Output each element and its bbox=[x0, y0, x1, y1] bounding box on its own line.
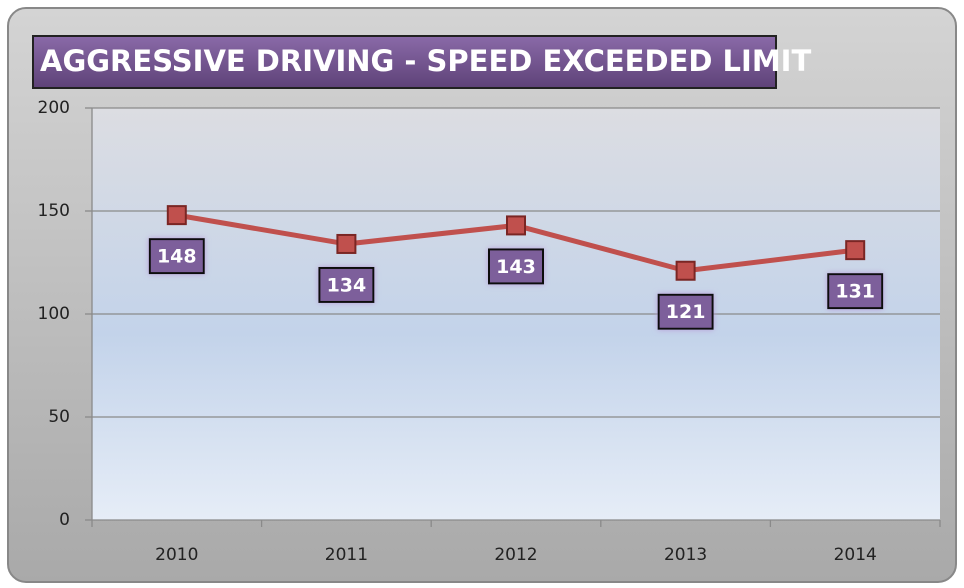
x-tick-label: 2011 bbox=[325, 545, 368, 565]
data-label: 134 bbox=[327, 274, 367, 296]
marker bbox=[845, 240, 866, 261]
data-label-box bbox=[827, 273, 884, 310]
data-label: 121 bbox=[666, 301, 706, 323]
data-label: 131 bbox=[835, 281, 875, 303]
data-label-box bbox=[488, 248, 544, 285]
x-tick-label: 2012 bbox=[494, 545, 537, 565]
x-tick-label: 2013 bbox=[664, 545, 707, 565]
y-tick-label: 0 bbox=[59, 510, 70, 530]
chart-title: AGGRESSIVE DRIVING - SPEED EXCEEDED LIMI… bbox=[40, 44, 811, 78]
data-label-box bbox=[148, 238, 205, 275]
plot: 0 50 100 150 200 2010 2011 2012 2013 2014 148 134 14… bbox=[38, 98, 941, 565]
data-label-box bbox=[318, 266, 375, 303]
y-tick-label: 200 bbox=[38, 98, 70, 118]
y-tick-label: 100 bbox=[38, 304, 70, 324]
x-tick-label: 2010 bbox=[155, 545, 198, 565]
y-tick-label: 50 bbox=[48, 407, 70, 427]
marker bbox=[166, 205, 187, 226]
marker bbox=[506, 215, 526, 236]
marker bbox=[675, 260, 696, 281]
y-tick-label: 150 bbox=[38, 201, 70, 221]
x-tick-label: 2014 bbox=[834, 545, 877, 565]
data-label: 143 bbox=[496, 256, 536, 278]
marker bbox=[336, 233, 357, 254]
data-label: 148 bbox=[157, 246, 197, 268]
title-box bbox=[32, 35, 777, 89]
data-label-box bbox=[657, 293, 714, 330]
